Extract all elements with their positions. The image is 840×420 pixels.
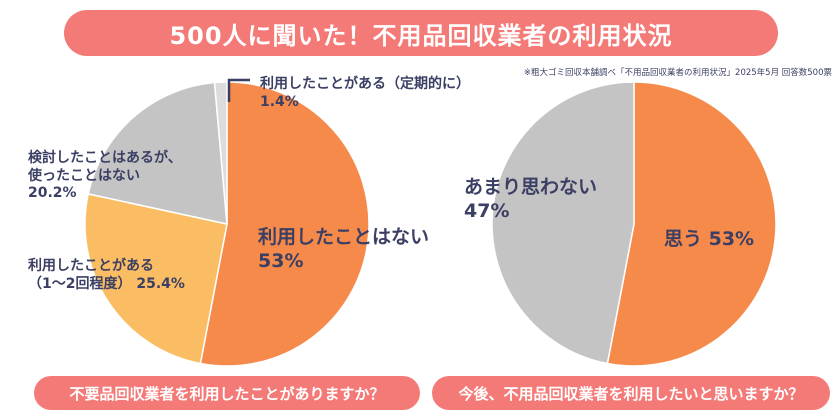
slice-label-never-used-pct: 53% [258, 249, 304, 272]
slice-label-not-really-pct: 47% [464, 199, 510, 222]
slice-label-regular-pct: 1.4% [260, 93, 299, 110]
slice-label-not-really-text: あまり思わない [464, 176, 598, 198]
source-note: ※粗大ゴミ回収本舗調べ「不用品回収業者の利用状況」2025年5月 回答数500票 [523, 68, 832, 78]
intent-pie-slice-1 [491, 81, 635, 365]
intent-pie-slice-0 [606, 81, 777, 367]
slice-label-considered-pct: 20.2% [28, 185, 77, 201]
slice-label-never-used: 利用したことはない 53% [258, 226, 429, 274]
slice-label-not-really: あまり思わない 47% [464, 176, 597, 224]
slice-label-yes: 思う 53% [664, 228, 755, 250]
slice-label-considered-line2: 使ったことはない [28, 167, 140, 184]
slice-label-used-once-line1: 利用したことがある [28, 258, 154, 274]
usage-pie-slice-2 [87, 81, 228, 225]
slice-label-regular-text: 利用したことがある（定期的に） [260, 76, 470, 92]
page-title: 500人に聞いた！不用品回収業者の利用状況 [169, 21, 673, 50]
slice-label-considered-line1: 検討したことはあるが、 [28, 150, 182, 166]
usage-pie-slice-0 [199, 81, 370, 367]
slice-label-used-once: 利用したことがある （1〜2回程度） 25.4% [28, 258, 185, 293]
slice-label-never-used-text: 利用したことはない [258, 226, 430, 248]
title-banner: 500人に聞いた！不用品回収業者の利用状況 [64, 10, 778, 56]
usage-pie-slice-3 [213, 81, 228, 225]
slice-label-used-once-line2: （1〜2回程度） 25.4% [28, 275, 185, 292]
question-1-banner: 不要品回収業者を利用したことがありますか？ [34, 376, 420, 410]
slice-label-regular: 利用したことがある（定期的に） 1.4% [260, 76, 470, 111]
regular-slice-leader-line [227, 78, 250, 102]
usage-pie-slice-1 [84, 193, 228, 365]
slice-label-considered: 検討したことはあるが、 使ったことはない 20.2% [28, 150, 182, 203]
question-2-banner: 今後、不用品回収業者を利用したいと思いますか？ [432, 376, 830, 410]
